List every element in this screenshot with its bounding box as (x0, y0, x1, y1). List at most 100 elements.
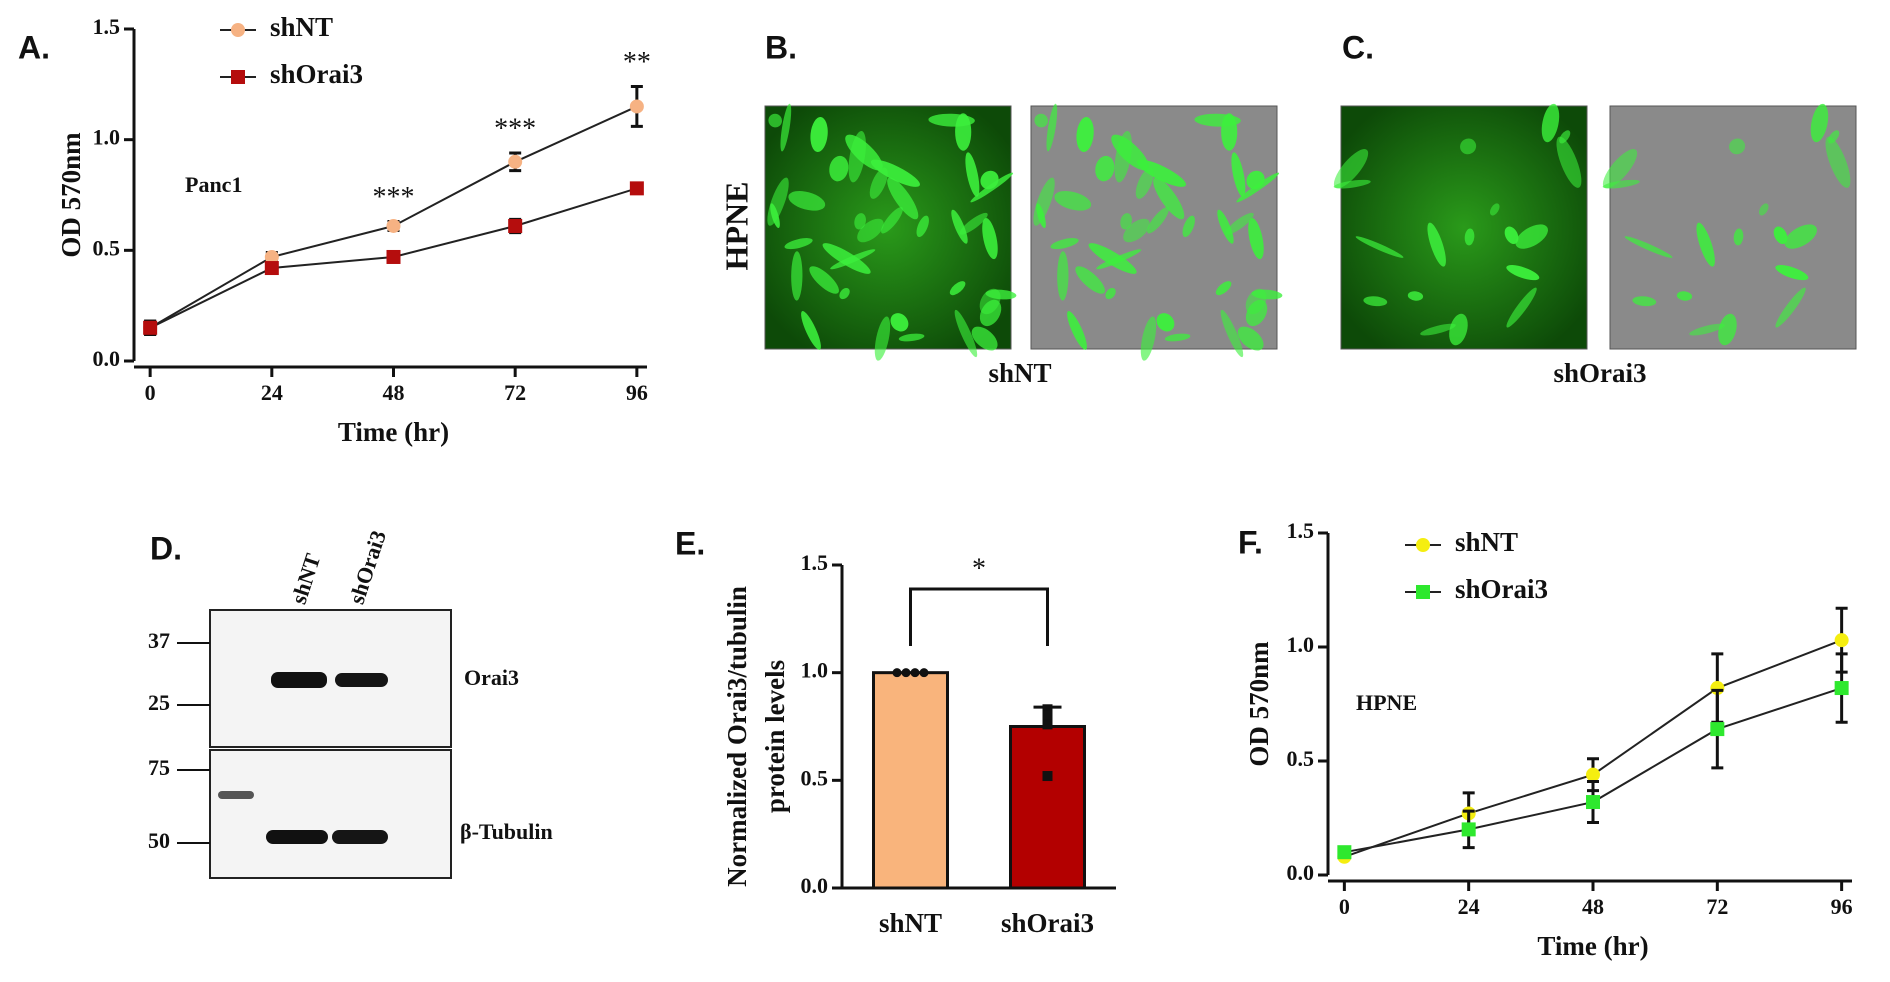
cell (1105, 287, 1116, 300)
cell (1246, 170, 1265, 190)
cell (1773, 226, 1788, 245)
cell (1729, 138, 1746, 155)
annotation: HPNE (1356, 690, 1417, 715)
cell (869, 167, 888, 199)
cell (1123, 218, 1150, 243)
cell (1506, 265, 1540, 281)
bar (872, 671, 949, 890)
point (629, 181, 644, 196)
marker-label: 25 (148, 690, 170, 715)
point (629, 99, 644, 114)
cell (1096, 249, 1142, 270)
point (143, 320, 158, 335)
point (264, 249, 279, 264)
legend-label: shNT (270, 12, 333, 42)
cell (1333, 179, 1371, 189)
cell (965, 152, 980, 197)
cell (898, 333, 925, 342)
y-tick-label: 1.5 (1287, 518, 1315, 543)
band (335, 673, 388, 687)
cell (1689, 323, 1725, 336)
cell (788, 190, 826, 211)
series-line (1344, 639, 1842, 858)
cell (955, 113, 972, 151)
cell (784, 238, 813, 250)
cell (1449, 313, 1468, 346)
cell (951, 209, 968, 244)
y-tick-label: 1.5 (801, 550, 829, 575)
cell (959, 212, 988, 235)
y-axis-label: Normalized Orai3/tubulin (722, 586, 752, 887)
cell (1033, 177, 1055, 226)
band-label: β-Tubulin (460, 819, 553, 844)
cell (1153, 177, 1185, 220)
cell (1164, 333, 1191, 342)
cell (1758, 203, 1769, 216)
band (218, 791, 254, 799)
point (386, 249, 401, 264)
y-tick-label: 0.0 (93, 346, 121, 371)
legend-marker (1416, 585, 1430, 599)
cell (830, 249, 876, 270)
band-label: Orai3 (464, 665, 519, 690)
cell (809, 266, 839, 294)
point (892, 668, 902, 678)
cell (767, 177, 789, 226)
cell (874, 316, 891, 361)
point (508, 154, 523, 169)
marker-label: 37 (148, 628, 170, 653)
cell (1140, 316, 1157, 361)
cell (1245, 299, 1268, 327)
cell (1225, 212, 1254, 235)
point (1337, 845, 1352, 860)
point (1834, 681, 1849, 696)
x-axis-label: Time (hr) (338, 417, 449, 447)
cell (780, 103, 792, 152)
legend-marker (231, 23, 245, 37)
significance: *** (373, 182, 415, 213)
cell (980, 170, 999, 190)
band (332, 830, 388, 844)
blot-membrane (209, 609, 452, 748)
cell (979, 299, 1002, 327)
y-tick-label: 0.0 (1287, 860, 1315, 885)
cell (1407, 291, 1424, 301)
cell (1775, 265, 1809, 281)
cell (971, 326, 998, 351)
panel-label: B. (765, 29, 797, 65)
cell (954, 309, 978, 358)
legend-marker (1416, 538, 1430, 552)
cell (1114, 130, 1132, 183)
cell (1147, 207, 1169, 234)
cell (1136, 159, 1186, 187)
significance: *** (494, 113, 536, 144)
cell (1215, 281, 1232, 296)
cell (1464, 228, 1475, 246)
cell (916, 215, 929, 238)
legend-label: shOrai3 (1455, 574, 1548, 604)
point (264, 261, 279, 276)
x-tick-label: 48 (1582, 894, 1604, 919)
image-caption: shNT (988, 358, 1051, 388)
cell (1054, 190, 1092, 211)
cell (1220, 309, 1244, 358)
cell (1120, 213, 1132, 230)
cell (1515, 224, 1548, 249)
cell (857, 218, 884, 243)
band (271, 672, 327, 688)
cell (982, 218, 998, 260)
cell (1248, 218, 1264, 260)
cell (1221, 113, 1238, 151)
cell (1733, 228, 1744, 246)
x-tick-label: 0 (145, 380, 156, 405)
point (1586, 795, 1600, 810)
panel-label: D. (150, 530, 182, 566)
x-tick-label: 24 (1458, 894, 1480, 919)
cell (1333, 149, 1369, 189)
cell (854, 213, 866, 230)
point (386, 218, 401, 233)
y-tick-label: 0.0 (801, 873, 829, 898)
cell (1784, 224, 1817, 249)
x-tick-label: 0 (1339, 894, 1350, 919)
